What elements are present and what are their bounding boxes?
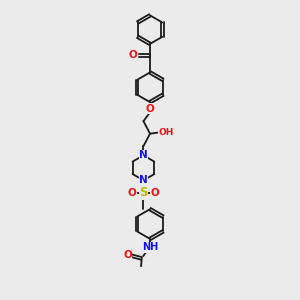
Text: O: O	[128, 188, 136, 198]
Text: NH: NH	[142, 242, 158, 252]
Text: O: O	[129, 50, 138, 60]
Text: N: N	[139, 150, 148, 160]
Text: S: S	[139, 186, 148, 199]
Text: O: O	[123, 250, 132, 260]
Text: OH: OH	[158, 128, 173, 137]
Text: O: O	[150, 188, 159, 198]
Text: O: O	[146, 104, 154, 114]
Text: N: N	[139, 175, 148, 185]
